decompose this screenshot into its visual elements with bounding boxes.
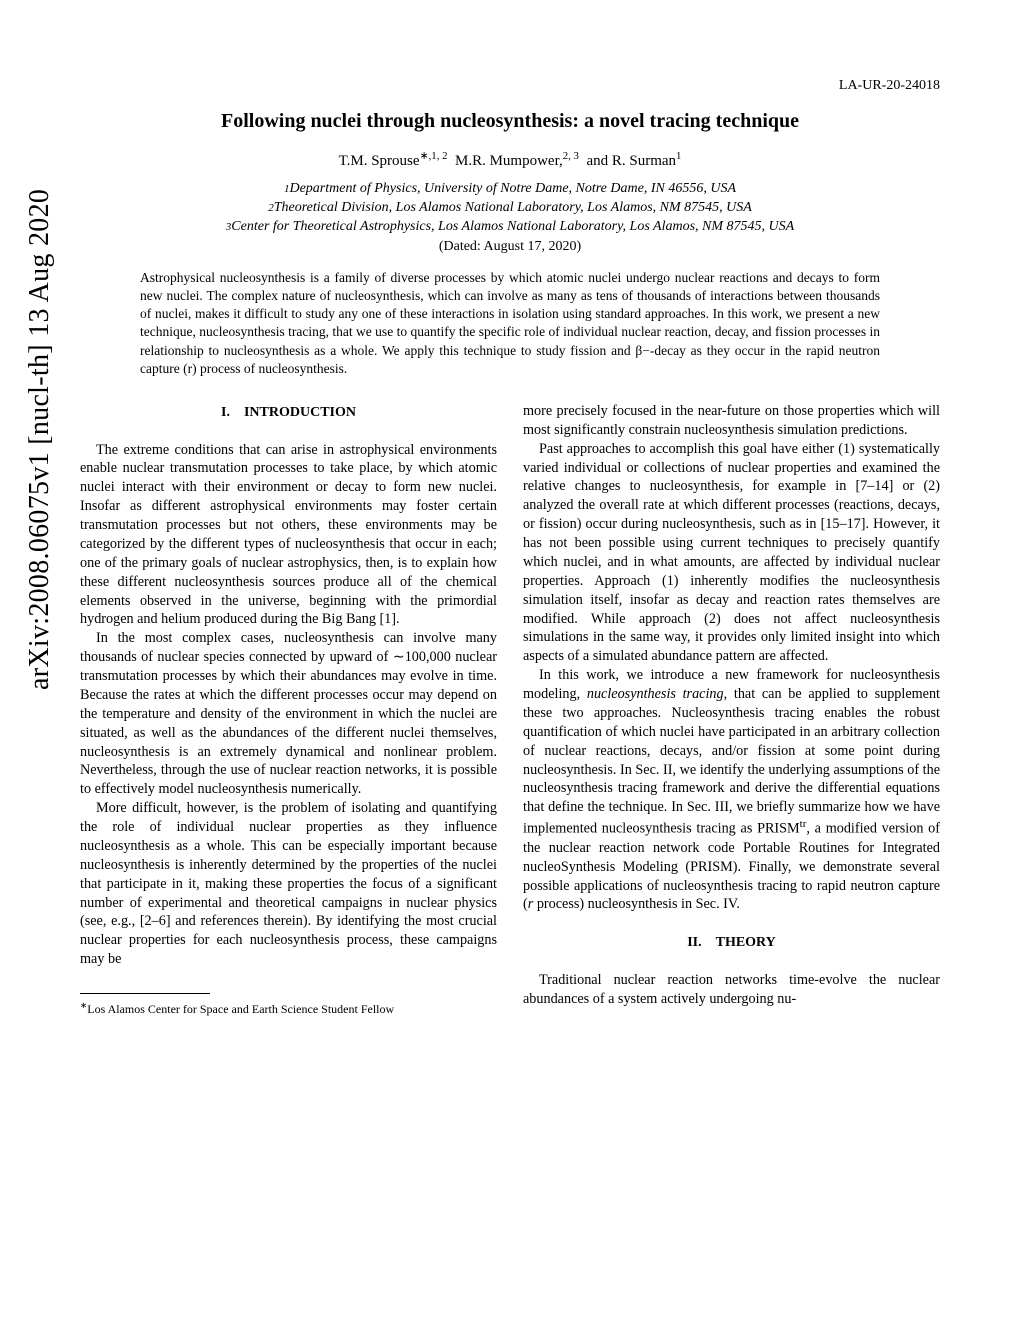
report-number: LA-UR-20-24018 xyxy=(80,78,940,94)
dated-line: (Dated: August 17, 2020) xyxy=(80,239,940,255)
author-2-sup: 2, 3 xyxy=(563,150,579,162)
abstract: Astrophysical nucleosynthesis is a famil… xyxy=(140,269,880,378)
author-2: M.R. Mumpower, xyxy=(455,153,563,169)
left-para-1: The extreme conditions that can arise in… xyxy=(80,441,497,630)
section-2-heading: II. THEORY xyxy=(523,934,940,953)
affil-2-text: Theoretical Division, Los Alamos Nationa… xyxy=(274,200,752,215)
footnote-text: Los Alamos Center for Space and Earth Sc… xyxy=(87,1002,394,1016)
right-para-4: Traditional nuclear reaction networks ti… xyxy=(523,971,940,1009)
author-1: T.M. Sprouse xyxy=(339,153,420,169)
footnote: ∗Los Alamos Center for Space and Earth S… xyxy=(80,1000,497,1018)
right-para-3: In this work, we introduce a new framewo… xyxy=(523,666,940,914)
left-column: I. INTRODUCTION The extreme conditions t… xyxy=(80,402,497,1018)
left-para-3: More difficult, however, is the problem … xyxy=(80,799,497,969)
left-para-2: In the most complex cases, nucleosynthes… xyxy=(80,629,497,799)
right-column: more precisely focused in the near-futur… xyxy=(523,402,940,1018)
section-1-heading: I. INTRODUCTION xyxy=(80,404,497,423)
paper-title: Following nuclei through nucleosynthesis… xyxy=(80,110,940,133)
author-3: and R. Surman xyxy=(586,153,676,169)
authors-line: T.M. Sprouse∗,1, 2 M.R. Mumpower,2, 3 an… xyxy=(80,149,940,170)
footnote-separator xyxy=(80,993,210,994)
affiliation-2: 2Theoretical Division, Los Alamos Nation… xyxy=(80,199,940,218)
affil-3-text: Center for Theoretical Astrophysics, Los… xyxy=(231,219,794,234)
affiliation-1: 1Department of Physics, University of No… xyxy=(80,180,940,199)
author-1-sup: ∗,1, 2 xyxy=(420,150,448,162)
right-para-2: Past approaches to accomplish this goal … xyxy=(523,440,940,667)
arxiv-stamp: arXiv:2008.06075v1 [nucl-th] 13 Aug 2020 xyxy=(24,189,56,690)
two-column-body: I. INTRODUCTION The extreme conditions t… xyxy=(80,402,940,1018)
right-p3-d: process) nucleosynthesis in Sec. IV. xyxy=(533,896,740,912)
right-p3-em: nucleosynthesis tracing xyxy=(587,686,724,702)
right-para-1: more precisely focused in the near-futur… xyxy=(523,402,940,440)
affil-1-text: Department of Physics, University of Not… xyxy=(289,181,736,196)
author-3-sup: 1 xyxy=(676,150,681,162)
affiliation-3: 3Center for Theoretical Astrophysics, Lo… xyxy=(80,218,940,237)
right-p3-b: , that can be applied to supplement thes… xyxy=(523,686,940,837)
